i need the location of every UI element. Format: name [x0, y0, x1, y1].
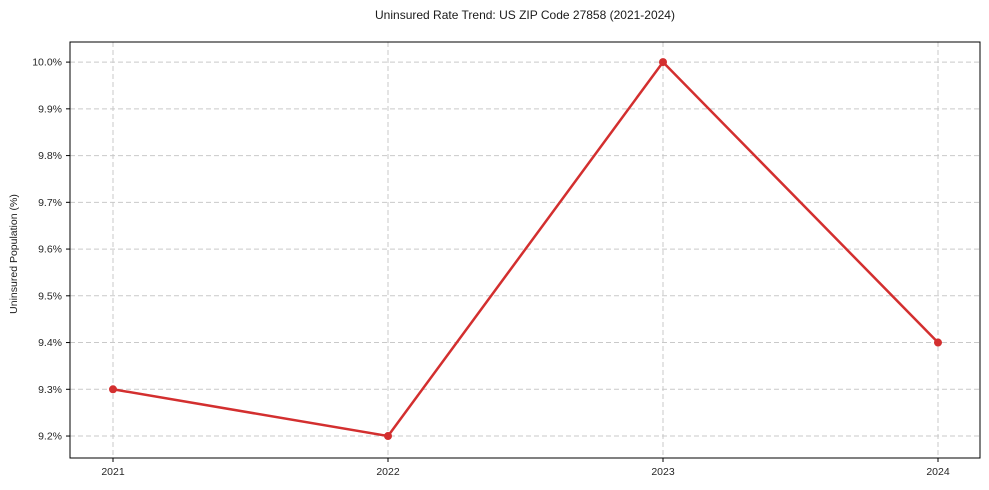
- y-tick-label: 9.3%: [38, 384, 62, 396]
- y-tick-label: 9.8%: [38, 150, 62, 162]
- x-tick-label: 2024: [926, 466, 950, 478]
- x-tick-label: 2022: [376, 466, 400, 478]
- plot-border: [69, 41, 981, 459]
- chart-title: Uninsured Rate Trend: US ZIP Code 27858 …: [375, 8, 675, 22]
- data-point-marker: [384, 432, 392, 441]
- x-tick-label: 2021: [101, 466, 125, 478]
- y-tick-label: 9.5%: [38, 290, 62, 302]
- data-point-marker: [109, 385, 117, 394]
- y-tick-label: 9.2%: [38, 431, 62, 443]
- x-tick-label: 2023: [651, 466, 675, 478]
- y-tick-label: 10.0%: [32, 57, 62, 69]
- y-tick-label: 9.6%: [38, 244, 62, 256]
- y-tick-label: 9.7%: [38, 197, 62, 209]
- data-point-marker: [659, 58, 667, 67]
- trend-line: [111, 60, 940, 438]
- y-tick-label: 9.9%: [38, 103, 62, 115]
- data-point-marker: [934, 338, 942, 347]
- y-tick-label: 9.4%: [38, 337, 62, 349]
